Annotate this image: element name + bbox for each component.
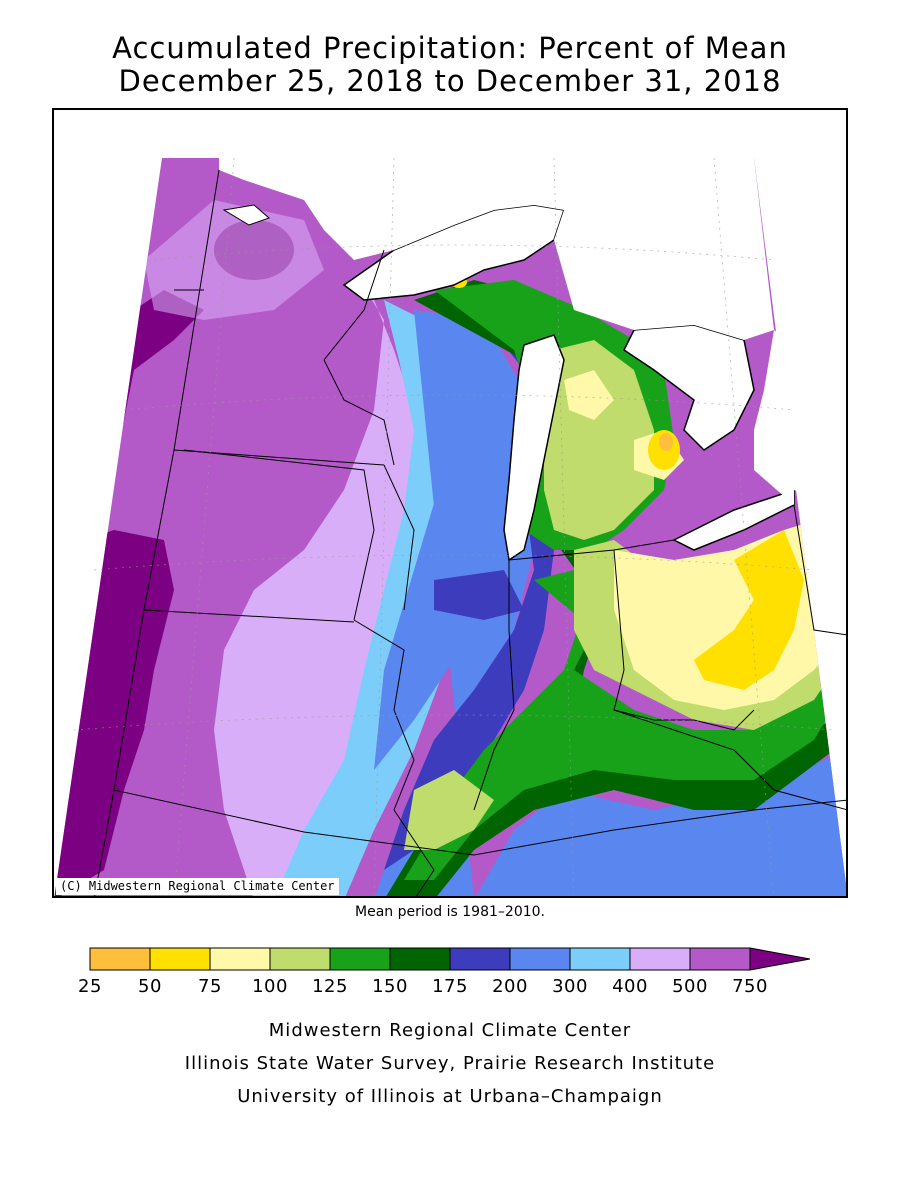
precip-region-75-100	[564, 370, 614, 420]
lake-michigan	[503, 334, 565, 562]
precip-region-125-150	[404, 570, 844, 880]
precip-region-100-125	[404, 770, 494, 850]
canada-region	[219, 158, 774, 340]
precip-region-150-175	[384, 540, 846, 896]
precip-region-175-200	[384, 320, 554, 870]
precip-region-25-50	[659, 433, 673, 451]
credit-line1: Midwestern Regional Climate Center	[268, 1020, 632, 1041]
legend-swatch	[389, 947, 451, 971]
legend-swatch	[449, 947, 511, 971]
legend-tick-label: 200	[492, 976, 528, 997]
precip-region-400-500	[214, 270, 434, 896]
map-title-line2: December 25, 2018 to December 31, 2018	[118, 64, 782, 98]
legend-tick-label: 150	[372, 976, 408, 997]
legend-swatch	[89, 947, 151, 971]
precipitation-map	[52, 108, 848, 898]
map-title-line1: Accumulated Precipitation: Percent of Me…	[112, 31, 788, 65]
credit-line3: University of Illinois at Urbana–Champai…	[237, 1086, 663, 1107]
legend-swatch	[689, 947, 751, 971]
state-borders	[94, 169, 846, 896]
legend-swatch	[509, 947, 571, 971]
copyright-label: (C) Midwestern Regional Climate Center	[56, 878, 339, 895]
legend-swatch	[569, 947, 631, 971]
legend-swatch	[209, 947, 271, 971]
precip-region-175-200	[434, 570, 524, 620]
legend-tick-label: 25	[78, 976, 102, 997]
precip-region-300-400	[274, 300, 474, 896]
legend-tick-label: 75	[198, 976, 222, 997]
canada-region	[754, 330, 846, 510]
legend-tick-label: 500	[672, 976, 708, 997]
lake-red-lake	[222, 204, 270, 226]
legend-tick-label: 125	[312, 976, 348, 997]
legend-swatch-arrow	[749, 947, 811, 971]
legend-tick-label: 400	[612, 976, 648, 997]
legend-tick-label: 50	[138, 976, 162, 997]
lake-huron	[623, 324, 755, 451]
legend-tick-label: 100	[252, 976, 288, 997]
legend-tick-label: 175	[432, 976, 468, 997]
precip-region-50-75	[694, 530, 804, 690]
credit-line2: Illinois State Water Survey, Prairie Res…	[184, 1053, 716, 1074]
legend-swatch	[269, 947, 331, 971]
precip-region-200-300	[374, 320, 514, 770]
legend-swatch	[629, 947, 691, 971]
graticule	[73, 157, 835, 896]
map-canvas	[54, 157, 846, 896]
legend-tick-label: 750	[732, 976, 768, 997]
mean-period-note: Mean period is 1981–2010.	[355, 904, 545, 920]
color-legend	[89, 947, 811, 971]
legend-swatch	[329, 947, 391, 971]
legend-swatch	[149, 947, 211, 971]
legend-tick-label: 300	[552, 976, 588, 997]
